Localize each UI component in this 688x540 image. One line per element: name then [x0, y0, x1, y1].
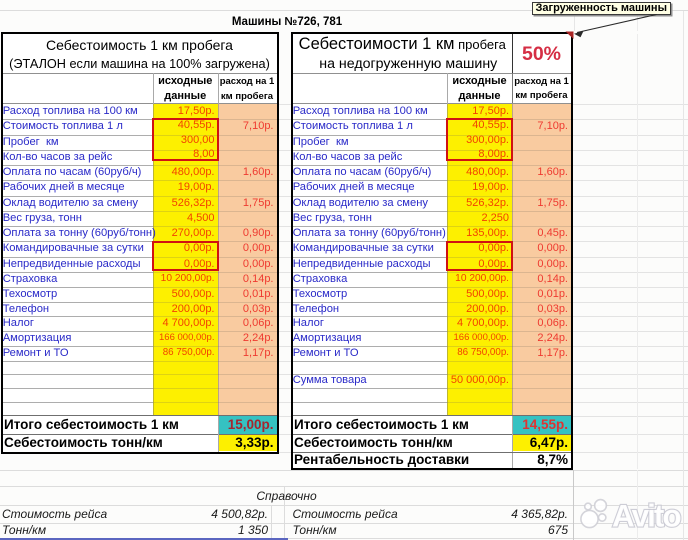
- svg-text:Avito: Avito: [612, 498, 681, 534]
